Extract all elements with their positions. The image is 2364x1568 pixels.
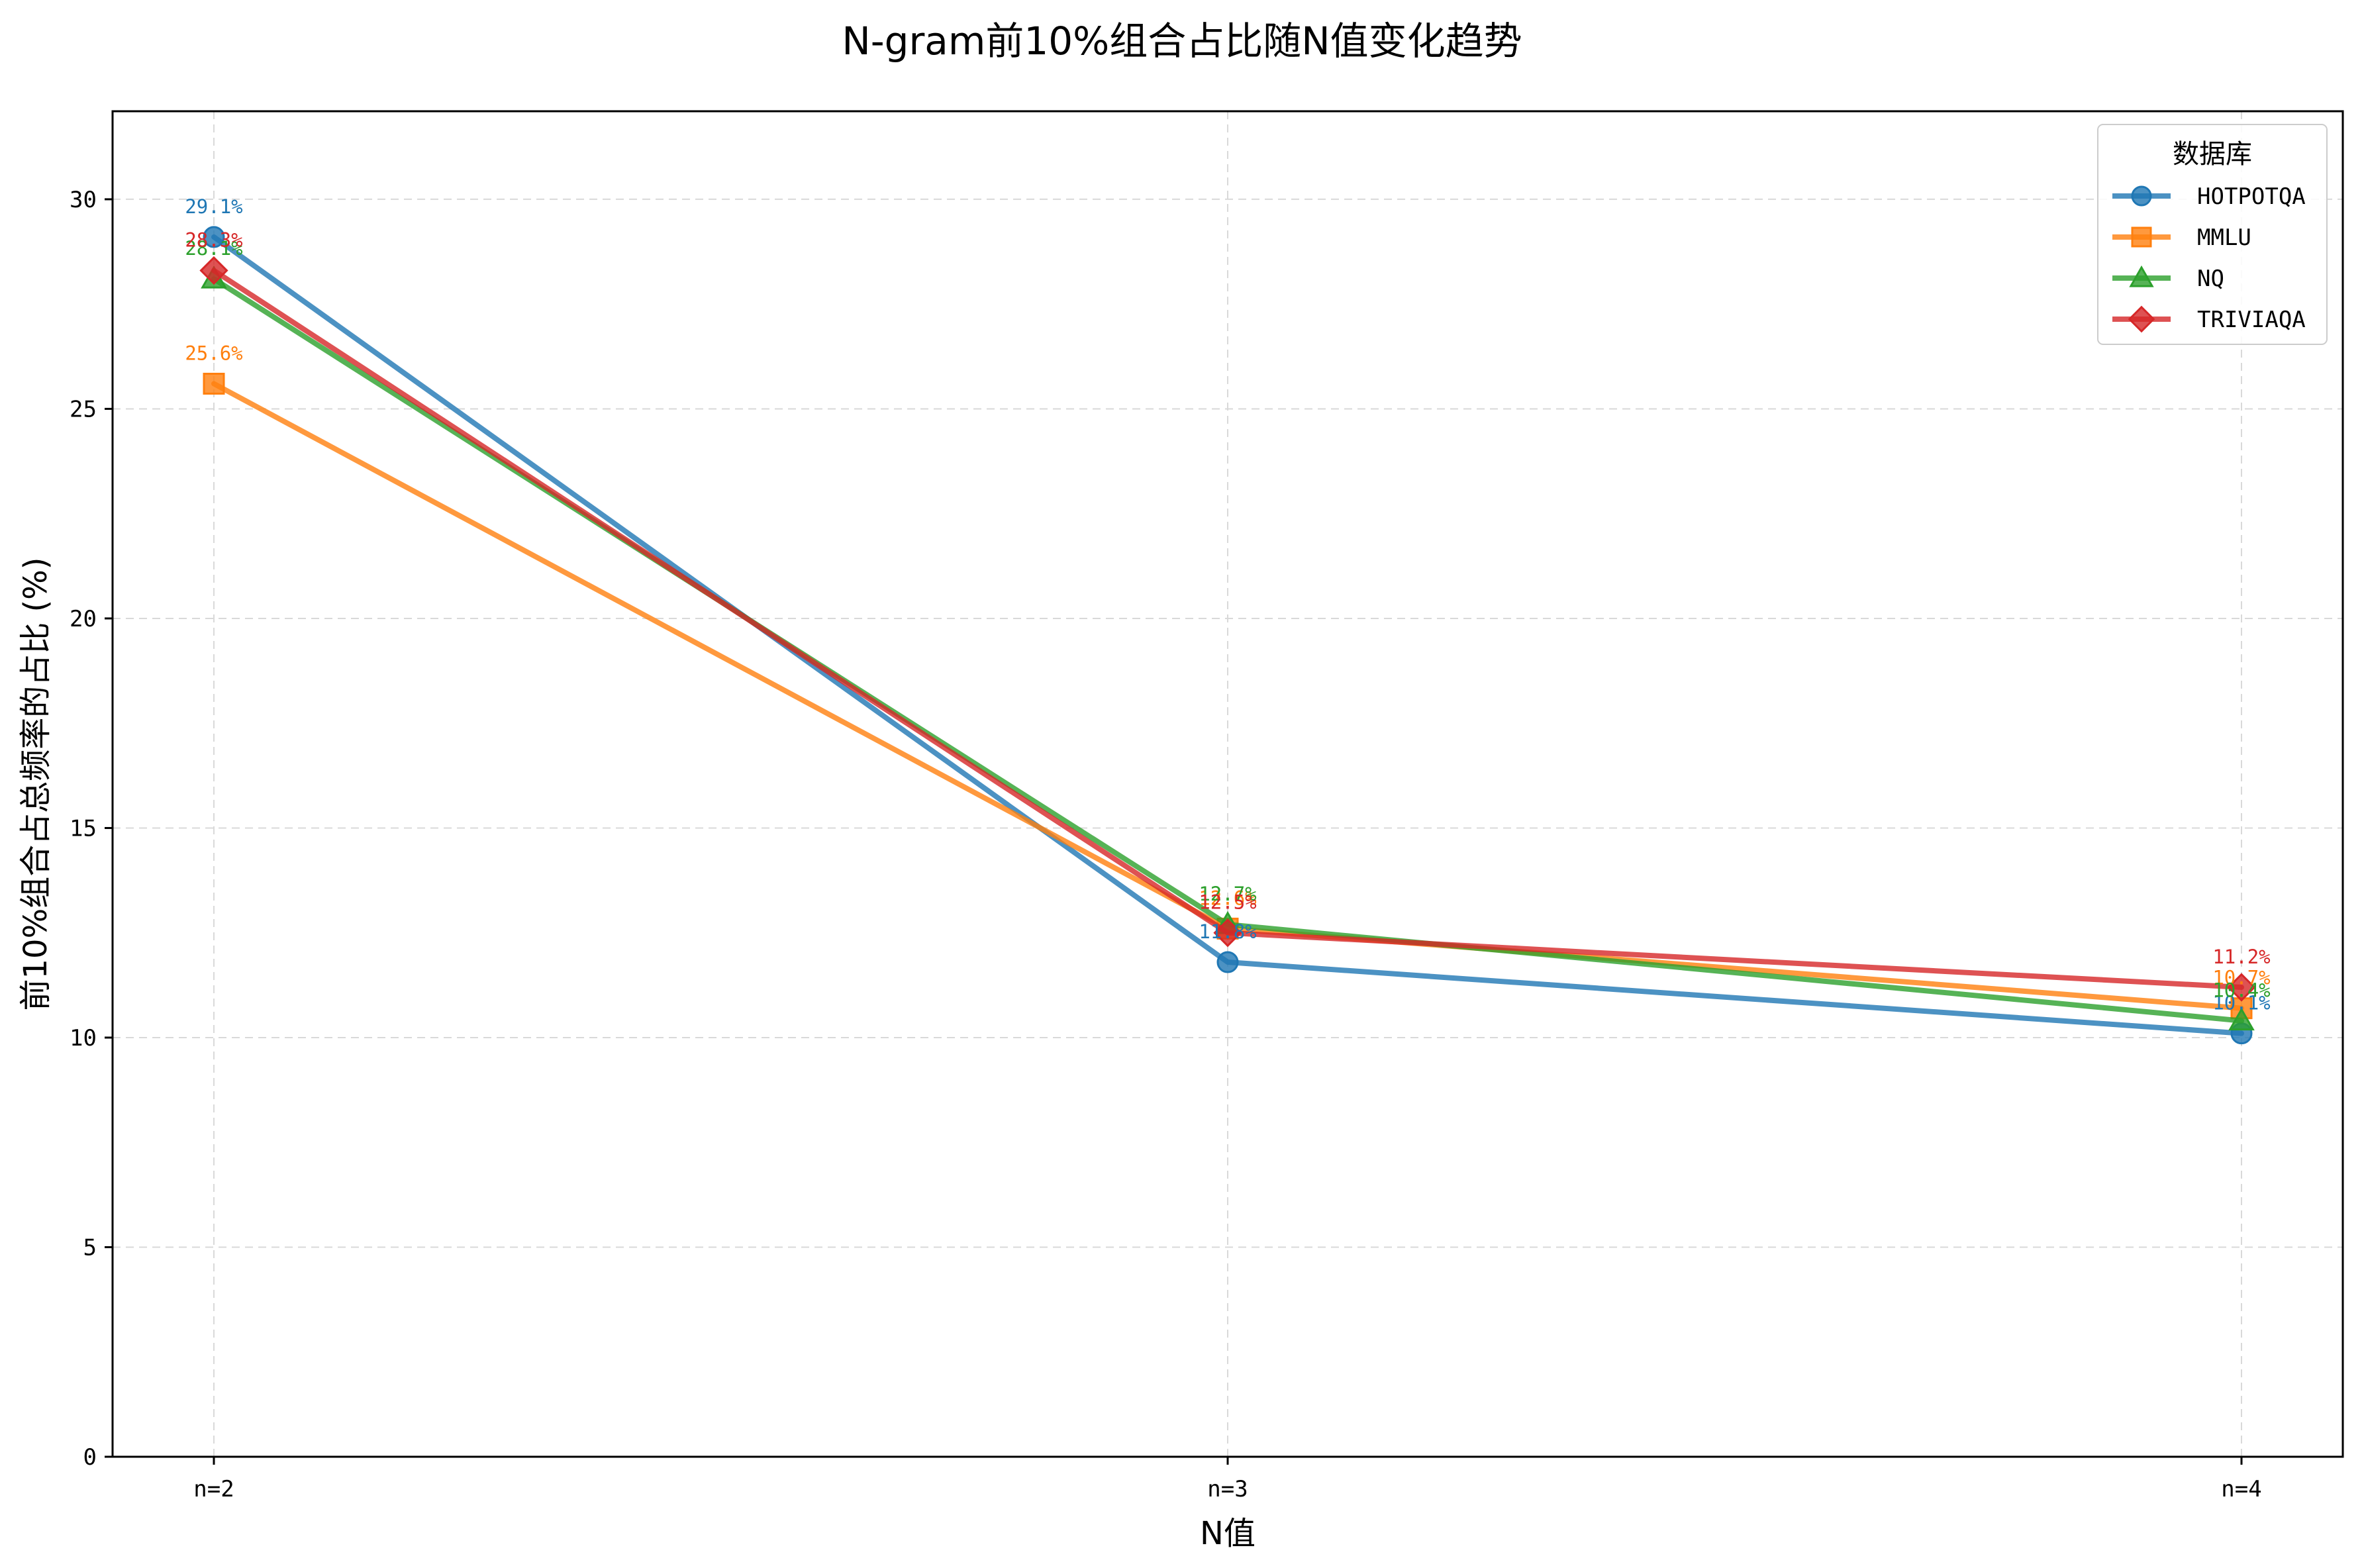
data-label-nq: 10.4% — [2212, 979, 2270, 1002]
legend-box — [2097, 124, 2328, 345]
y-tick-label: 20 — [70, 606, 97, 632]
series-lines — [199, 226, 2256, 1045]
y-tick-label: 10 — [70, 1025, 97, 1052]
data-label-triviaqa: 12.5% — [1199, 891, 1256, 914]
legend-label: TRIVIAQA — [2197, 307, 2306, 333]
data-label-hotpotqa: 10.1% — [2212, 992, 2270, 1014]
data-label-hotpotqa: 29.1% — [185, 195, 242, 218]
series-hotpotqa — [203, 226, 2253, 1045]
data-label-hotpotqa: 11.8% — [1199, 920, 1256, 943]
data-point-triviaqa — [199, 256, 228, 285]
legend-item-mmlu: MMLU — [2112, 224, 2251, 251]
y-tick-label: 15 — [70, 815, 97, 842]
legend-marker — [2131, 226, 2152, 248]
data-label-triviaqa: 28.3% — [185, 229, 242, 252]
data-label-mmlu: 10.7% — [2212, 967, 2270, 989]
y-axis-title: 前10%组合占总频率的占比 (%) — [17, 557, 54, 1010]
legend-label: HOTPOTQA — [2197, 183, 2306, 210]
axis-ticks: 0 5 10 15 20 25 30 n=2 n=3 n=4 — [70, 187, 2262, 1502]
legend-items: HOTPOTQA MMLU NQ TRIVIAQA — [2112, 183, 2306, 333]
data-point-mmlu — [203, 372, 225, 395]
data-point-nq — [2228, 1007, 2255, 1031]
legend-marker — [2129, 265, 2154, 287]
data-label-mmlu: 12.6% — [1199, 887, 1256, 909]
series-triviaqa — [199, 256, 2256, 1002]
y-tick-label: 25 — [70, 396, 97, 422]
x-tick-label: n=4 — [2221, 1476, 2261, 1502]
data-point-triviaqa — [2227, 973, 2256, 1002]
legend: 数据库 HOTPOTQA MMLU NQ TRIVIAQA — [2097, 124, 2328, 345]
data-point-triviaqa — [1213, 918, 1242, 948]
legend-marker — [2128, 305, 2155, 333]
legend-item-hotpotqa: HOTPOTQA — [2112, 183, 2306, 210]
x-tick-label: n=3 — [1207, 1476, 1248, 1502]
data-label-triviaqa: 11.2% — [2212, 946, 2270, 968]
data-label-nq: 12.7% — [1199, 883, 1256, 905]
legend-label: MMLU — [2197, 224, 2251, 251]
y-tick-label: 30 — [70, 187, 97, 213]
data-label-mmlu: 25.6% — [185, 342, 242, 364]
legend-item-triviaqa: TRIVIAQA — [2112, 305, 2306, 333]
x-tick-label: n=2 — [193, 1476, 234, 1502]
y-tick-label: 0 — [83, 1444, 97, 1471]
data-label-nq: 28.1% — [185, 237, 242, 260]
grid-lines — [113, 111, 2343, 1457]
data-point-hotpotqa — [203, 226, 225, 248]
legend-item-nq: NQ — [2112, 265, 2224, 292]
legend-title: 数据库 — [2173, 139, 2252, 170]
data-labels: 29.1% 11.8% 10.1% 25.6% 12.6% 10.7% 28.1% 12.7%… — [185, 195, 2270, 1014]
y-tick-label: 5 — [83, 1234, 97, 1261]
data-point-hotpotqa — [1216, 951, 1239, 973]
x-axis-title: N值 — [1200, 1515, 1256, 1552]
chart-title: N-gram前10%组合占比随N值变化趋势 — [842, 19, 1522, 64]
legend-label: NQ — [2197, 266, 2224, 292]
legend-marker — [2131, 185, 2152, 207]
